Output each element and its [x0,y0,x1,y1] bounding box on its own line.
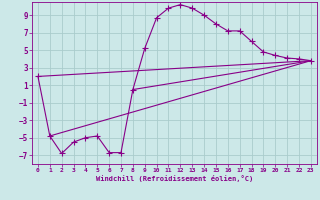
X-axis label: Windchill (Refroidissement éolien,°C): Windchill (Refroidissement éolien,°C) [96,175,253,182]
